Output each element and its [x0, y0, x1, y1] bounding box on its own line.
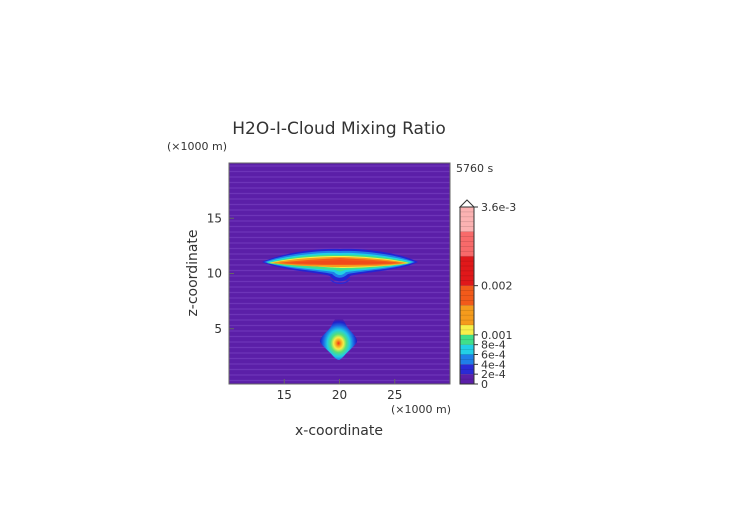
colorbar-segment [460, 285, 474, 306]
background-stripes [229, 165, 450, 382]
x-unit-label: (×1000 m) [391, 403, 451, 416]
colorbar-segment [460, 325, 474, 335]
colorbar-label: 6e-4 [481, 349, 506, 362]
colorbar-label: 0.001 [481, 329, 513, 342]
colorbar-segment [460, 344, 474, 355]
x-tick-label: 25 [387, 388, 402, 402]
colorbar-label: 3.6e-3 [481, 201, 516, 214]
y-axis-label: z-coordinate [185, 229, 201, 316]
y-tick-label: 15 [207, 211, 222, 225]
colorbar-frame [459, 206, 475, 385]
colorbar-segment [460, 354, 474, 365]
colorbar-label: 0.002 [481, 280, 513, 293]
colorbar-segment [460, 305, 474, 325]
y-axis: 5 10 15 [207, 211, 234, 336]
chart-title: H2O-I-Cloud Mixing Ratio [232, 119, 446, 139]
colorbar-label: 4e-4 [481, 358, 506, 371]
colorbar-label: 2e-4 [481, 368, 506, 381]
colorbar-segment [460, 207, 474, 232]
x-axis-label: x-coordinate [295, 423, 383, 439]
colorbar-segment [460, 231, 474, 257]
lower-cloud-cell [319, 316, 358, 360]
y-tick-label: 5 [214, 322, 222, 336]
colorbar-label: 0 [481, 378, 488, 391]
y-unit-label: (×1000 m) [167, 140, 227, 153]
y-tick-label: 10 [207, 267, 222, 281]
upper-cloud-layer [262, 248, 418, 285]
colorbar-segment [460, 364, 474, 375]
colorbar-segment [460, 256, 474, 286]
colorbar-extend-arrow [458, 199, 476, 208]
x-tick-label: 15 [277, 388, 292, 402]
plot-area [229, 163, 450, 384]
colorbar-segment [460, 334, 474, 345]
colorbar-label: 8e-4 [481, 339, 506, 352]
colorbar-segment [460, 374, 474, 384]
x-axis: 15 20 25 [277, 379, 402, 402]
time-label: 5760 s [456, 162, 493, 175]
x-tick-label: 20 [332, 388, 347, 402]
